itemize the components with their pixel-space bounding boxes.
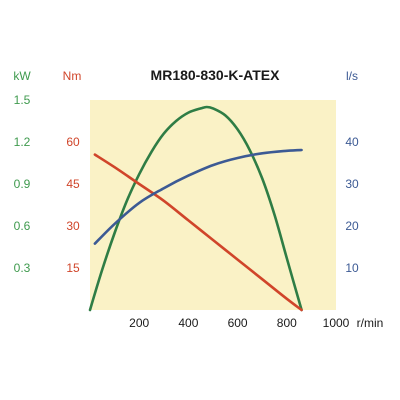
x-tick-label: 800 bbox=[277, 316, 297, 330]
torque-tick-label: 60 bbox=[66, 135, 80, 149]
power-axis-label: kW bbox=[13, 69, 31, 83]
power-tick-label: 1.2 bbox=[14, 135, 31, 149]
torque-tick-label: 30 bbox=[66, 219, 80, 233]
torque-tick-label: 45 bbox=[66, 177, 80, 191]
x-tick-label: 400 bbox=[178, 316, 198, 330]
power-tick-label: 0.9 bbox=[14, 177, 31, 191]
x-tick-label: 1000 bbox=[323, 316, 350, 330]
series-line-power bbox=[88, 105, 303, 312]
flow-tick-label: 20 bbox=[345, 219, 359, 233]
x-tick-label: 200 bbox=[129, 316, 149, 330]
flow-tick-label: 10 bbox=[345, 261, 359, 275]
flow-tick-label: 40 bbox=[345, 135, 359, 149]
torque-tick-label: 15 bbox=[66, 261, 80, 275]
flow-tick-label: 30 bbox=[345, 177, 359, 191]
x-tick-label: 600 bbox=[228, 316, 248, 330]
chart-title: MR180-830-K-ATEX bbox=[151, 67, 281, 83]
torque-axis-label: Nm bbox=[63, 69, 82, 83]
plot-area bbox=[90, 100, 336, 310]
flow-axis-label: l/s bbox=[346, 69, 358, 83]
series-line-torque bbox=[93, 153, 303, 312]
power-tick-label: 0.3 bbox=[14, 261, 31, 275]
power-tick-label: 1.5 bbox=[14, 93, 31, 107]
series-line-flow bbox=[93, 148, 303, 245]
power-tick-label: 0.6 bbox=[14, 219, 31, 233]
x-axis-unit: r/min bbox=[357, 316, 384, 330]
